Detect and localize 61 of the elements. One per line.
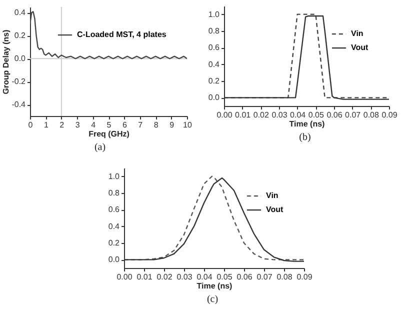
y-tick-label: -0.4 [12,100,26,110]
y-tick-label: 0.6 [208,43,220,52]
legend-label: Vin [351,29,364,38]
x-axis-title: Time (ns) [289,120,326,128]
x-tick-label: 1 [44,120,49,130]
x-tick-label: 2 [60,120,65,130]
x-tick-label: 0.01 [136,272,153,282]
y-tick-label: 0.6 [108,205,120,214]
x-tick-label: 3 [75,120,80,130]
x-tick-label: 0.09 [296,272,313,282]
line-series [30,10,187,60]
x-tick-label: 0.04 [196,272,213,282]
legend-label: Vout [351,43,369,52]
y-tick-label: 0.2 [14,31,26,40]
x-tick-label: 0.07 [256,272,273,282]
x-tick-label: 0.04 [290,110,306,120]
x-tick-label: 10 [183,120,192,130]
x-tick-label: 9 [170,120,175,130]
x-axis-title: Time (ns) [196,282,233,290]
x-tick-label: 0.03 [272,110,288,120]
x-tick-label: 0.02 [253,110,270,120]
y-axis-title: Group Delay (ns) [2,29,11,94]
legend-label: C-Loaded MST, 4 plates [77,30,167,39]
x-tick-label: 6 [122,120,128,130]
x-axis-title: Freq (GHz) [88,130,130,138]
legend-label: Vout [266,205,284,214]
y-tick-label: 0.0 [14,54,26,64]
y-tick-label: 1.0 [208,10,220,19]
x-tick-label: 7 [138,120,144,130]
x-tick-label: 0.06 [326,110,343,120]
legend-label: Vin [266,191,278,200]
x-tick-label: 0.07 [345,110,362,120]
text: (a) [93,142,107,153]
x-tick-label: 0.00 [116,272,133,282]
text: (b) [298,132,312,143]
y-tick-label: 0.8 [108,188,120,198]
x-tick-label: 0.09 [382,110,398,120]
x-tick-label: 0 [28,120,34,130]
x-tick-label: 0.00 [216,110,233,120]
x-tick-label: 5 [106,120,112,130]
y-tick-label: 0.0 [108,255,120,264]
y-tick-label: 1.0 [108,172,120,181]
y-tick-label: 0.4 [208,60,220,69]
x-tick-label: 0.03 [176,272,193,282]
y-tick-label: 0.0 [208,93,220,102]
x-tick-label: 0.08 [363,110,380,120]
text: (c) [206,294,220,305]
x-tick-label: 0.02 [156,272,173,282]
y-tick-label: 0.2 [208,76,220,86]
y-tick-label: 0.4 [108,222,120,231]
x-tick-label: 4 [91,120,96,130]
y-tick-label: 0.8 [208,26,220,36]
x-tick-label: 0.05 [216,272,233,282]
x-tick-label: 0.05 [308,110,324,120]
y-tick-label: 0.4 [14,8,26,18]
x-tick-label: 0.08 [276,272,293,282]
x-tick-label: 8 [154,120,159,130]
y-tick-label: 0.2 [108,238,120,248]
x-tick-label: 0.06 [236,272,253,282]
y-tick-label: -0.2 [12,77,26,86]
x-tick-label: 0.01 [235,110,252,120]
